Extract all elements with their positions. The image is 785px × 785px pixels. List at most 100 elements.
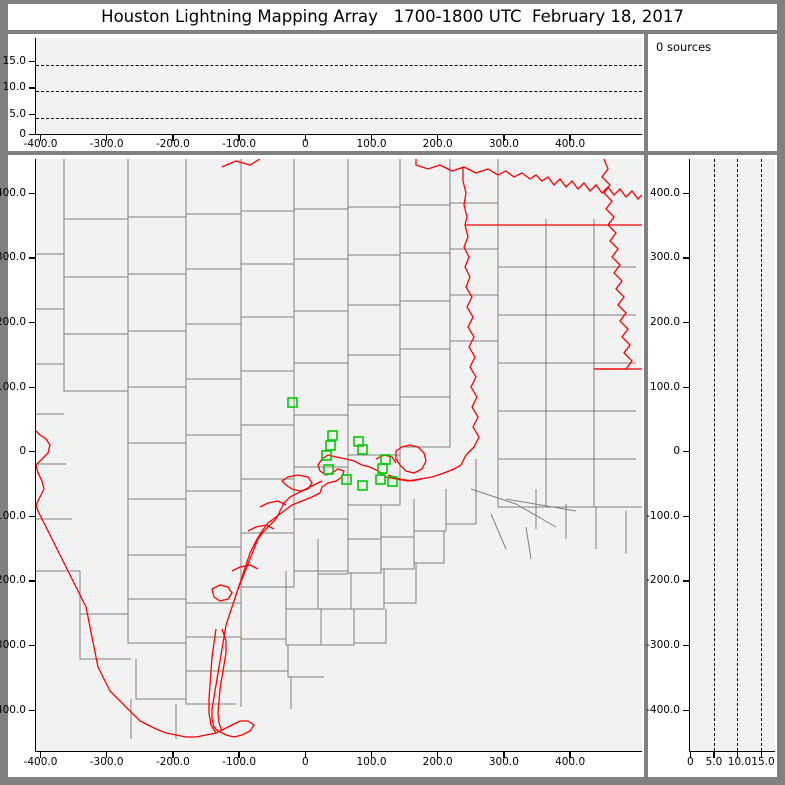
station-marker: [357, 444, 368, 455]
right-ytick--200: [683, 580, 690, 582]
right-xtick-5: [713, 751, 715, 758]
xtick--200: [172, 134, 174, 141]
map-ytick-label-200: 200.0: [0, 315, 26, 328]
ytick-label-15: 15.0: [2, 54, 26, 67]
xtick-label--300: -300.0: [89, 138, 124, 150]
map-ytick-label-100: 100.0: [0, 380, 26, 393]
sources-count-panel: 0 sources: [648, 34, 777, 151]
map-xtick--400: [39, 751, 42, 758]
xtick-400: [569, 134, 571, 141]
xtick--300: [106, 134, 108, 141]
right-xtick-label-5: 5.0: [705, 756, 723, 768]
gridline-x-10: [737, 159, 739, 751]
station-marker: [323, 464, 334, 475]
y-axis-line-right-panel: [689, 159, 691, 752]
map-ytick-0: [29, 451, 36, 453]
xtick-label--400: -400.0: [23, 138, 58, 150]
xtick-label--200: -200.0: [155, 138, 190, 150]
gridline-x-5: [713, 159, 715, 751]
right-ytick-0: [683, 451, 690, 453]
xtick-label-100: 100.0: [356, 138, 387, 150]
map-xtick-300: [503, 751, 505, 758]
station-marker: [387, 476, 398, 487]
map-xtick--200: [172, 751, 174, 758]
map-ytick--200: [29, 580, 36, 582]
right-ytick-label--300: -300.0: [646, 638, 680, 651]
xtick-label--100: -100.0: [222, 138, 257, 150]
right-ytick-label-200: 200.0: [649, 315, 680, 328]
map-xtick-label--400: -400.0: [23, 756, 58, 768]
ytick-15: [29, 60, 36, 63]
map-ytick-label--400: -400.0: [0, 703, 26, 716]
gridline-y-10: [36, 91, 642, 93]
map-xtick-label-100: 100.0: [356, 756, 387, 768]
station-marker: [380, 454, 391, 465]
county-boundaries: [36, 159, 642, 739]
map-xtick-label-300: 300.0: [488, 756, 519, 768]
ytick-label-0: 0: [19, 128, 26, 140]
right-ytick-label--400: -400.0: [646, 703, 680, 716]
right-ytick--400: [683, 709, 690, 711]
right-ytick-label-100: 100.0: [649, 380, 680, 393]
map-geography: [36, 159, 642, 739]
right-ytick-100: [683, 386, 690, 388]
xtick-200: [437, 134, 439, 141]
altitude-north-south-panel: 400.0 300.0 200.0 100.0 0 -100.0 -200.0 …: [646, 155, 777, 777]
map-xtick--100: [238, 751, 240, 758]
right-ytick-label-400: 400.0: [649, 186, 680, 199]
altitude-east-west-sources: [36, 38, 642, 134]
map-ytick-label-0: 0: [19, 445, 26, 458]
y-axis-line-map: [35, 159, 37, 752]
station-marker: [327, 430, 338, 441]
map-xtick-label--100: -100.0: [222, 756, 257, 768]
altitude-north-south-sources: [690, 159, 775, 751]
map-xtick-0: [304, 751, 306, 758]
right-ytick-label--100: -100.0: [646, 509, 680, 522]
ytick-label-5: 5.0: [9, 108, 26, 120]
right-ytick--300: [683, 644, 690, 647]
altitude-north-south-plot-area: [690, 159, 775, 751]
xtick-300: [503, 134, 505, 141]
x-axis-line-top-panel: [35, 134, 642, 136]
right-ytick-400: [683, 192, 690, 195]
right-xtick-0: [689, 751, 692, 758]
right-ytick-label-300: 300.0: [649, 251, 680, 264]
altitude-east-west-plot-area: [36, 38, 642, 134]
right-xtick-10: [736, 751, 739, 758]
map-xtick-label--200: -200.0: [155, 756, 190, 768]
ytick-10: [29, 87, 36, 89]
station-marker: [321, 450, 332, 461]
ytick-5: [29, 114, 36, 116]
x-axis-line-right-panel: [689, 751, 775, 753]
station-marker: [357, 480, 368, 491]
map-ytick-label--200: -200.0: [0, 574, 26, 587]
xtick-label-400: 400.0: [555, 138, 586, 150]
map-ytick-300: [29, 257, 36, 259]
altitude-east-west-panel: 0 5.0 10.0 15.0 -400.0 -300.0 -200.0 -10…: [3, 34, 644, 151]
map-ytick-label--300: -300.0: [0, 638, 26, 651]
right-ytick-label--200: -200.0: [646, 574, 680, 587]
map-ytick-200: [29, 321, 36, 324]
map-ytick-label-300: 300.0: [0, 251, 26, 264]
station-marker: [287, 397, 298, 408]
right-xtick-label-10: 10.0: [727, 756, 752, 768]
map-ytick-label-400: 400.0: [0, 186, 26, 199]
right-ytick--100: [683, 515, 690, 518]
ytick-0: [29, 134, 36, 136]
right-ytick-label-0: 0: [673, 445, 680, 458]
gridline-x-15: [760, 159, 762, 751]
station-marker: [325, 440, 336, 451]
map-ytick-100: [29, 386, 36, 388]
map-ytick-label--100: -100.0: [0, 509, 26, 522]
map-plot-area: [36, 159, 642, 751]
map-xtick-400: [569, 751, 571, 758]
map-ytick--400: [29, 709, 36, 711]
station-marker: [375, 474, 386, 485]
xtick--400: [39, 134, 42, 141]
map-xtick-label-400: 400.0: [555, 756, 586, 768]
page-title: Houston Lightning Mapping Array 1700-180…: [101, 7, 684, 26]
ytick-label-10: 10.0: [2, 81, 26, 94]
xtick-label-200: 200.0: [422, 138, 453, 150]
right-xtick-15: [760, 751, 762, 758]
right-xtick-label-0: 0: [687, 756, 694, 768]
